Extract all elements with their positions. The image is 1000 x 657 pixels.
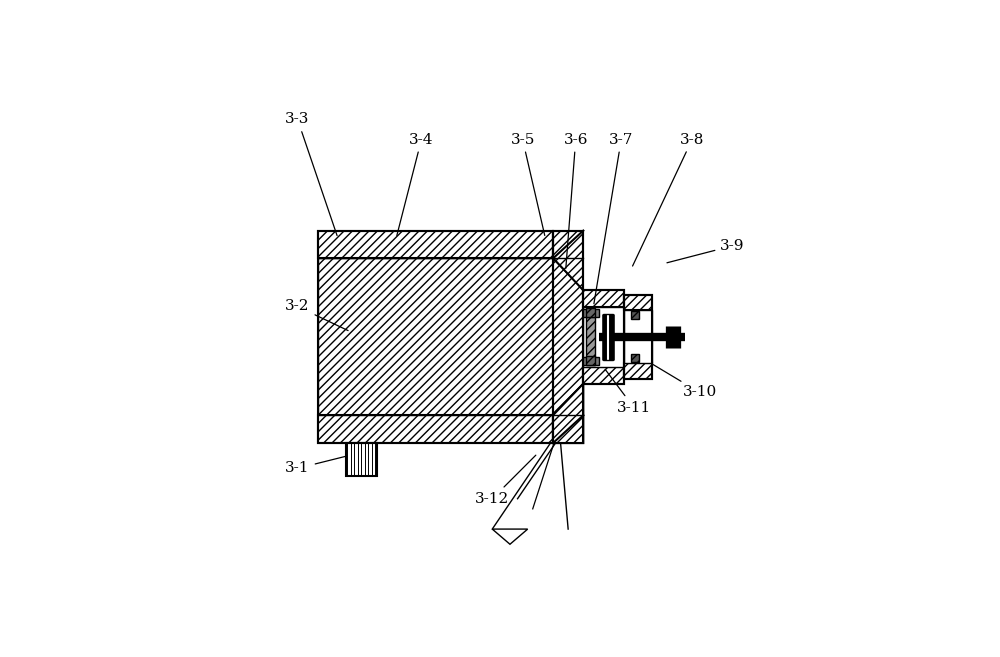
Bar [318,258,553,415]
Bar [583,290,624,384]
Bar [346,443,377,476]
Bar [318,231,553,258]
Bar [631,354,639,363]
Bar [631,311,639,319]
Text: 3-11: 3-11 [605,369,651,415]
Text: 3-5: 3-5 [510,133,545,235]
Bar [318,415,553,443]
Text: 3-10: 3-10 [651,363,717,399]
Text: 3-1: 3-1 [285,457,345,476]
Text: 3-7: 3-7 [594,133,633,304]
Bar [318,231,553,443]
Bar [624,310,652,363]
Bar [624,363,652,378]
Bar [583,357,599,365]
Bar [583,367,624,384]
Text: 3-4: 3-4 [397,133,434,235]
Text: 3-8: 3-8 [633,133,704,266]
Polygon shape [553,231,583,290]
Bar [583,307,624,367]
Bar [583,309,599,317]
Bar [603,314,613,359]
Bar [586,356,595,365]
Polygon shape [553,258,583,415]
Bar [583,290,624,307]
Bar [586,309,595,365]
Bar [624,295,652,310]
Bar [586,308,595,317]
Text: 3-6: 3-6 [563,133,588,268]
Bar [624,295,652,378]
Text: 3-9: 3-9 [667,238,745,263]
Polygon shape [553,384,583,443]
Text: 3-3: 3-3 [285,112,337,236]
Text: 3-2: 3-2 [285,300,348,330]
Text: 3-12: 3-12 [475,455,536,506]
